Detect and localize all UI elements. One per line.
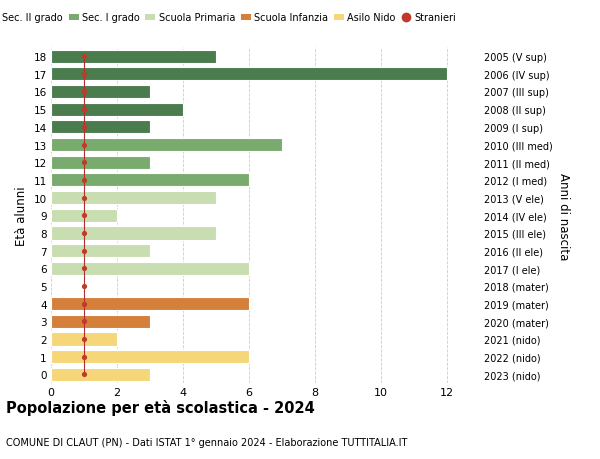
Point	[79, 53, 89, 61]
Bar	[51, 262, 249, 275]
Bar	[51, 277, 480, 295]
Bar	[51, 297, 249, 311]
Bar	[51, 103, 183, 117]
Text: COMUNE DI CLAUT (PN) - Dati ISTAT 1° gennaio 2024 - Elaborazione TUTTITALIA.IT: COMUNE DI CLAUT (PN) - Dati ISTAT 1° gen…	[6, 437, 407, 448]
Bar	[51, 224, 480, 242]
Bar	[51, 48, 480, 66]
Point	[79, 336, 89, 343]
Bar	[51, 119, 480, 136]
Point	[79, 265, 89, 272]
Bar	[51, 84, 480, 101]
Bar	[51, 174, 249, 187]
Bar	[51, 121, 150, 134]
Bar	[51, 244, 150, 257]
Bar	[51, 227, 216, 240]
Bar	[51, 156, 150, 169]
Point	[79, 195, 89, 202]
Bar	[51, 209, 117, 222]
Bar	[51, 66, 480, 84]
Bar	[51, 86, 150, 99]
Bar	[51, 348, 480, 366]
Point	[79, 106, 89, 113]
Bar	[51, 260, 480, 277]
Bar	[51, 350, 249, 364]
Bar	[51, 139, 282, 152]
Bar	[51, 333, 117, 346]
Bar	[51, 191, 216, 205]
Bar	[51, 207, 480, 224]
Point	[79, 300, 89, 308]
Point	[79, 247, 89, 255]
Point	[79, 124, 89, 131]
Legend: Sec. II grado, Sec. I grado, Scuola Primaria, Scuola Infanzia, Asilo Nido, Stran: Sec. II grado, Sec. I grado, Scuola Prim…	[0, 10, 460, 27]
Point	[79, 318, 89, 325]
Bar	[51, 154, 480, 172]
Point	[79, 141, 89, 149]
Point	[79, 212, 89, 219]
Bar	[51, 315, 150, 328]
Text: Popolazione per età scolastica - 2024: Popolazione per età scolastica - 2024	[6, 399, 315, 415]
Bar	[51, 136, 480, 154]
Point	[79, 71, 89, 78]
Point	[79, 159, 89, 167]
Bar	[51, 68, 447, 81]
Point	[79, 353, 89, 360]
Y-axis label: Età alunni: Età alunni	[15, 186, 28, 246]
Point	[79, 177, 89, 184]
Bar	[51, 368, 150, 381]
Bar	[51, 313, 480, 330]
Bar	[51, 50, 216, 64]
Bar	[51, 295, 480, 313]
Bar	[51, 172, 480, 189]
Point	[79, 89, 89, 96]
Point	[79, 283, 89, 290]
Bar	[51, 242, 480, 260]
Bar	[51, 189, 480, 207]
Y-axis label: Anni di nascita: Anni di nascita	[557, 172, 569, 259]
Bar	[51, 101, 480, 119]
Point	[79, 230, 89, 237]
Bar	[51, 330, 480, 348]
Point	[79, 371, 89, 378]
Bar	[51, 366, 480, 383]
